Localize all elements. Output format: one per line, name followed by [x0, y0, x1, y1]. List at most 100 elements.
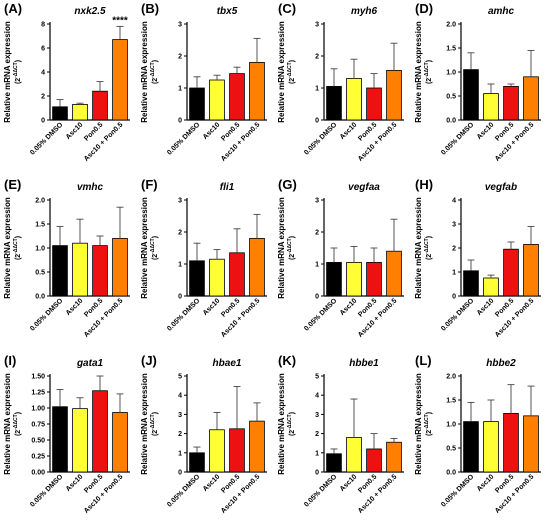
bar: [503, 86, 519, 121]
chart-title: vegfab: [485, 182, 517, 193]
bar: [366, 448, 382, 473]
y-tick-label: 1.5: [35, 222, 45, 229]
error-bar: [213, 412, 221, 430]
bar: [249, 62, 265, 121]
y-axis-label: Relative mRNA expression: [140, 373, 149, 475]
error-bar: [350, 245, 358, 263]
x-tick-label: Asc10 + Pon0.5: [220, 297, 261, 338]
error-bar: [233, 386, 241, 429]
y-tick-label: 6: [41, 46, 45, 53]
bar-chart-gata1: (I) gata1 Relative mRNA expression (2-ΔΔCT)…: [3, 353, 130, 515]
bar: [209, 258, 225, 297]
error-bar: [527, 49, 535, 77]
y-tick-label: 0.75: [31, 422, 45, 429]
panel-vegfaa: (G) vegfaa Relative mRNA expression (2-ΔΔCT…: [274, 176, 411, 352]
y-tick-label: 0.25: [31, 454, 45, 461]
error-bar: [76, 397, 84, 409]
error-bar: [213, 74, 221, 80]
x-tick-label: Asc10: [476, 121, 496, 141]
error-bar: [96, 81, 104, 92]
error-bar: [330, 68, 338, 87]
error-bar: [487, 399, 495, 422]
y-tick-label: 1.0: [446, 422, 456, 429]
x-tick-label: Asc10 + Pon0.5: [494, 121, 535, 162]
panel-label: (B): [141, 1, 159, 16]
bar: [326, 453, 342, 473]
x-tick-label: Asc10: [65, 121, 85, 141]
bar: [249, 420, 265, 473]
bar: [523, 415, 539, 473]
chart-title: vmhc: [77, 182, 104, 193]
y-tick-label: 1.0: [446, 70, 456, 77]
y-tick-label: 2: [178, 54, 182, 61]
error-bar: [233, 66, 241, 74]
y-tick-label: 0: [178, 294, 182, 301]
bar: [463, 69, 479, 121]
error-bar: [56, 99, 64, 107]
x-tick-label: Asc10 + Pon0.5: [494, 473, 535, 514]
error-bar: [233, 228, 241, 253]
y-tick-label: 0.5: [446, 446, 456, 453]
y-tick-label: 0: [315, 118, 319, 125]
y-tick-label: 0.5: [35, 270, 45, 277]
y-axis-unit: (2-ΔΔCT): [13, 412, 22, 436]
bar: [523, 76, 539, 121]
y-tick-label: 2: [452, 246, 456, 253]
x-tick-label: 0.05% DMSO: [440, 121, 476, 157]
error-bar: [116, 206, 124, 239]
bar: [483, 93, 499, 121]
panel-label: (A): [4, 1, 22, 16]
bar: [346, 78, 362, 121]
x-tick-label: Asc10: [202, 473, 222, 493]
bar: [209, 79, 225, 121]
x-tick-label: Asc10 + Pon0.5: [357, 121, 398, 162]
y-tick-label: 0.50: [31, 438, 45, 445]
bar-chart-hbbe2: (L) hbbe2 Relative mRNA expression (2-ΔΔCT)…: [414, 353, 541, 515]
y-tick-label: 1: [315, 450, 319, 457]
bar: [52, 245, 68, 297]
error-bar: [390, 218, 398, 252]
error-bar: [487, 83, 495, 94]
y-tick-label: 3: [452, 222, 456, 229]
y-tick-label: 0: [315, 470, 319, 477]
error-bar: [193, 76, 201, 88]
y-tick-label: 1.50: [31, 374, 45, 381]
error-bar: [350, 58, 358, 79]
panel-myh6: (C) myh6 Relative mRNA expression (2-ΔΔCT) 0…: [274, 0, 411, 176]
y-tick-label: 3: [315, 412, 319, 419]
error-bar: [193, 242, 201, 261]
bar: [326, 86, 342, 121]
panel-amhc: (D) amhc Relative mRNA expression (2-ΔΔCT) 0…: [411, 0, 548, 176]
error-bar: [370, 73, 378, 88]
error-bar: [253, 402, 261, 422]
bar: [72, 104, 88, 121]
error-bar: [96, 235, 104, 246]
error-bar: [390, 437, 398, 443]
panel-hbae1: (J) hbae1 Relative mRNA expression (2-ΔΔCT)…: [137, 352, 274, 528]
y-axis-label: Relative mRNA expression: [277, 373, 286, 475]
error-bar: [76, 102, 84, 105]
y-axis-unit: (2-ΔΔCT): [287, 60, 296, 84]
y-tick-label: 2: [315, 54, 319, 61]
chart-title: hbbe1: [349, 358, 379, 369]
x-tick-label: Asc10: [476, 297, 496, 317]
bar-chart-myh6: (C) myh6 Relative mRNA expression (2-ΔΔCT) 0…: [277, 1, 404, 163]
bar: [326, 262, 342, 297]
y-tick-label: 2: [315, 431, 319, 438]
bar: [346, 437, 362, 473]
chart-title: nxk2.5: [74, 6, 106, 17]
bar: [52, 406, 68, 473]
bar: [229, 428, 245, 473]
error-bar: [467, 401, 475, 422]
y-tick-label: 0.5: [446, 94, 456, 101]
y-axis-label: Relative mRNA expression: [140, 197, 149, 299]
error-bar: [330, 448, 338, 454]
error-bar: [507, 241, 515, 250]
y-tick-label: 0.0: [446, 118, 456, 125]
y-axis-label: Relative mRNA expression: [3, 373, 12, 475]
y-tick-label: 5: [178, 374, 182, 381]
y-tick-label: 0: [452, 294, 456, 301]
panel-fli1: (F) fli1 Relative mRNA expression (2-ΔΔCT) 0…: [137, 176, 274, 352]
y-axis-label: Relative mRNA expression: [277, 21, 286, 123]
bar: [189, 452, 205, 473]
